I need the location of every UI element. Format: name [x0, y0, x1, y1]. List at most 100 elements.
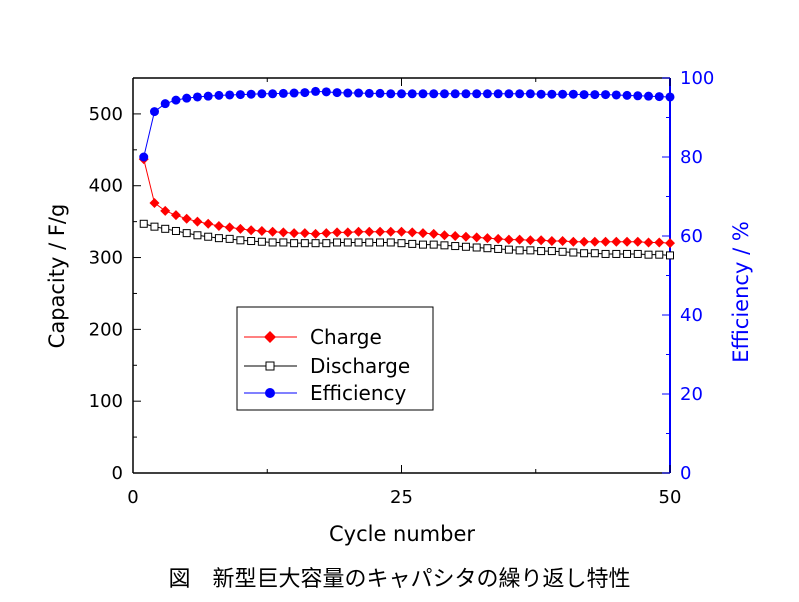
y-tick-label: 0 [112, 463, 123, 484]
data-point-discharge [526, 246, 535, 255]
data-point-charge [471, 232, 482, 243]
y-tick-label: 400 [89, 176, 123, 197]
data-point-discharge [311, 239, 320, 248]
data-point-efficiency [375, 88, 385, 98]
data-point-charge [589, 236, 600, 247]
data-point-discharge [408, 239, 417, 248]
y2-tick-label: 60 [680, 226, 703, 247]
data-point-charge [503, 234, 514, 245]
data-point-discharge [268, 238, 277, 247]
legend-label-efficiency: Efficiency [310, 381, 407, 405]
data-point-efficiency [547, 89, 557, 99]
data-point-efficiency [536, 89, 546, 99]
data-point-discharge [171, 226, 180, 235]
data-point-efficiency [397, 89, 406, 99]
data-point-discharge [547, 247, 556, 256]
data-point-efficiency [429, 89, 439, 99]
data-point-efficiency [654, 92, 664, 102]
data-point-charge [654, 237, 665, 248]
data-point-charge [278, 227, 289, 238]
data-point-discharge [257, 237, 266, 246]
data-point-efficiency [515, 89, 525, 99]
data-point-efficiency [289, 88, 299, 98]
series-discharge [139, 219, 674, 260]
data-point-charge [622, 236, 633, 247]
y-tick-label: 500 [89, 104, 123, 125]
data-point-efficiency [246, 89, 256, 99]
data-point-discharge [440, 241, 449, 250]
data-point-efficiency [407, 89, 417, 99]
data-point-discharge [590, 249, 599, 258]
data-point-discharge [150, 222, 159, 231]
figure-caption: 図 新型巨大容量のキャパシタの繰り返し特性 [168, 567, 631, 592]
data-point-discharge [279, 238, 288, 247]
data-point-charge [396, 226, 407, 237]
data-point-efficiency [461, 89, 471, 99]
data-point-efficiency [665, 92, 675, 102]
data-point-charge [213, 220, 224, 231]
x-tick-label: 25 [390, 487, 413, 508]
data-point-charge [246, 225, 257, 236]
data-point-discharge [139, 219, 148, 228]
y2-axis-label: Efficiency / % [729, 221, 753, 363]
data-point-efficiency [192, 92, 202, 102]
data-point-charge [203, 218, 214, 229]
data-point-charge [364, 226, 375, 237]
legend-marker-discharge [265, 361, 275, 371]
y-tick-label: 100 [89, 391, 123, 412]
data-point-charge [439, 230, 450, 241]
y-axis-label: Capacity / F/g [45, 204, 69, 349]
data-point-charge [417, 228, 428, 239]
data-point-efficiency [139, 152, 149, 162]
data-point-efficiency [482, 89, 492, 99]
data-point-efficiency [268, 89, 278, 99]
data-point-efficiency [354, 88, 364, 98]
data-point-discharge [666, 251, 674, 260]
data-point-charge [310, 228, 321, 239]
data-point-efficiency [225, 90, 235, 100]
data-point-efficiency [472, 89, 482, 99]
data-point-efficiency [504, 89, 514, 99]
data-point-charge [353, 226, 364, 237]
data-point-efficiency [525, 89, 535, 99]
data-point-charge [385, 226, 396, 237]
data-point-discharge [397, 239, 406, 248]
data-point-discharge [558, 247, 567, 256]
data-point-discharge [418, 240, 427, 249]
y2-tick-label: 80 [680, 147, 703, 168]
data-point-discharge [655, 250, 664, 259]
data-point-discharge [376, 238, 385, 247]
data-point-efficiency [278, 88, 288, 98]
data-point-discharge [236, 236, 245, 245]
data-point-efficiency [160, 99, 170, 109]
data-point-efficiency [633, 91, 643, 101]
data-point-discharge [580, 249, 589, 258]
y-tick-label: 200 [89, 319, 123, 340]
data-point-discharge [193, 231, 202, 240]
data-point-charge [375, 226, 386, 237]
data-point-charge [342, 227, 353, 238]
data-point-charge [224, 222, 235, 233]
series-layer [138, 86, 675, 260]
series-line-charge [143, 159, 671, 244]
data-point-discharge [451, 242, 460, 251]
data-point-discharge [161, 224, 170, 233]
x-tick-label: 50 [659, 487, 682, 508]
data-point-efficiency [558, 89, 568, 99]
data-point-discharge [386, 238, 395, 247]
legend-item-charge: Charge [244, 325, 382, 349]
data-point-charge [321, 228, 332, 239]
data-point-discharge [494, 244, 503, 253]
data-point-efficiency [611, 90, 621, 100]
data-point-efficiency [214, 90, 224, 100]
data-point-charge [632, 236, 643, 247]
data-point-discharge [333, 238, 342, 247]
legend-marker-charge [264, 331, 276, 343]
data-point-efficiency [579, 90, 589, 100]
data-point-efficiency [235, 90, 245, 100]
data-point-discharge [343, 238, 352, 247]
data-point-charge [482, 233, 493, 244]
x-tick-label: 0 [127, 487, 138, 508]
y-tick-label: 300 [89, 248, 123, 269]
data-point-discharge [461, 242, 470, 251]
